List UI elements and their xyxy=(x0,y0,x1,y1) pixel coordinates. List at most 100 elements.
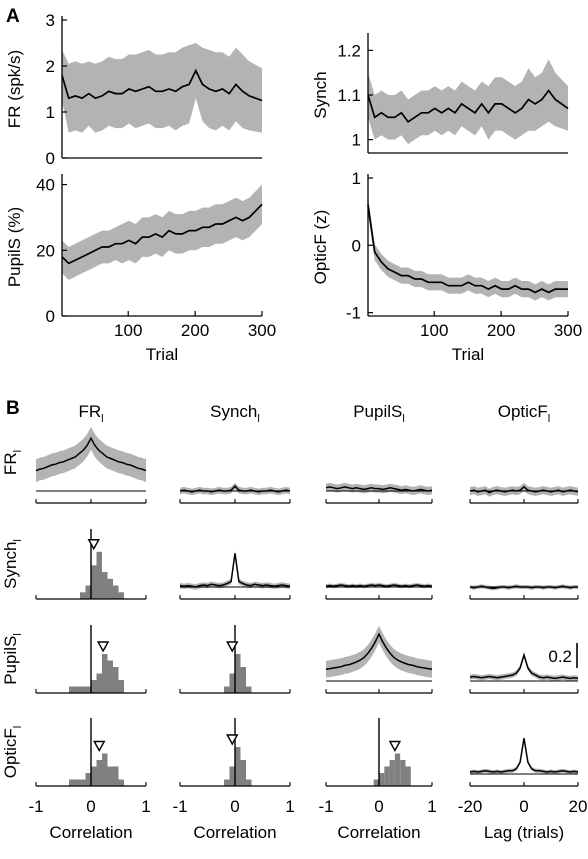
histogram-bar xyxy=(85,585,91,599)
x-tick-label: 0 xyxy=(86,797,95,816)
histogram-cell xyxy=(35,718,147,787)
x-axis-label: Trial xyxy=(146,345,178,364)
histogram-bar xyxy=(107,578,113,600)
column-header-subscript: l xyxy=(548,413,550,425)
error-band xyxy=(326,625,432,678)
crosscorr-cell xyxy=(469,736,579,787)
column-header-text: FR xyxy=(78,402,101,421)
row-header-subscript: l xyxy=(12,450,24,452)
x-tick-label: 300 xyxy=(248,321,276,340)
x-tick-label: 100 xyxy=(114,321,142,340)
histogram-bar xyxy=(224,779,230,786)
x-axis-label: Correlation xyxy=(193,823,276,842)
crosscorr-cell xyxy=(469,652,579,694)
histogram-cell xyxy=(179,625,291,694)
histogram-bar xyxy=(113,766,119,786)
mean-marker xyxy=(226,734,239,746)
column-header-pupils: PupilSl xyxy=(353,402,405,425)
mean-line xyxy=(179,553,291,588)
histogram-bar xyxy=(229,673,235,693)
y-tick-label: 0 xyxy=(352,236,361,255)
histogram-bar xyxy=(96,760,102,786)
histogram-bar xyxy=(69,686,75,693)
error-band xyxy=(470,736,578,774)
column-header-opticf: OpticFl xyxy=(498,402,551,425)
histogram-bar xyxy=(246,779,252,786)
histogram-bar xyxy=(80,592,86,600)
x-tick-label: 1 xyxy=(141,797,150,816)
histogram-bar xyxy=(102,654,108,693)
y-tick-label: 20 xyxy=(36,241,55,260)
mean-marker xyxy=(93,740,106,752)
x-tick-label: 300 xyxy=(554,321,582,340)
mean-line xyxy=(325,632,433,671)
histogram-bar xyxy=(74,686,80,693)
histogram-bar xyxy=(96,673,102,693)
histogram-bar xyxy=(235,654,241,693)
y-tick-label: 0 xyxy=(46,149,55,168)
histogram-bar xyxy=(373,779,379,786)
row-header-text: OpticF xyxy=(1,728,20,778)
histogram-bar xyxy=(102,753,108,786)
x-tick-label: -1 xyxy=(172,797,187,816)
error-band-synch xyxy=(368,59,568,145)
crosscorr-cell xyxy=(179,482,291,504)
panel-a: 0 1 2 3 FR (spk/s) 1 1.1 1.2 Synch 0 20 40 100 200 300… xyxy=(5,11,582,364)
histogram-bar xyxy=(74,779,80,786)
row-header-fr: FRl xyxy=(1,450,24,475)
histogram-bar xyxy=(91,766,97,786)
x-tick-label: 200 xyxy=(487,321,515,340)
y-tick-label: 0 xyxy=(46,307,55,326)
histogram-cell xyxy=(35,625,147,694)
x-tick-label: 0 xyxy=(374,797,383,816)
row-header-pupils: PupilSl xyxy=(1,633,24,685)
histogram-bar xyxy=(85,686,91,693)
crosscorr-cell xyxy=(35,426,147,504)
column-header-subscript: l xyxy=(402,413,404,425)
histogram-bar xyxy=(379,773,385,786)
histogram-bar xyxy=(405,766,411,786)
mean-line xyxy=(469,585,578,590)
chart-fr: 0 1 2 3 FR (spk/s) xyxy=(5,11,263,168)
column-header-text: PupilS xyxy=(353,402,402,421)
row-header-text: FR xyxy=(1,452,20,475)
x-tick-label: 0 xyxy=(519,797,528,816)
y-axis-label: FR (spk/s) xyxy=(5,50,24,128)
x-tick-label: 200 xyxy=(181,321,209,340)
x-tick-label: 20 xyxy=(569,797,588,816)
histogram-bar xyxy=(118,592,124,600)
mean-marker xyxy=(96,641,110,653)
error-band-fr xyxy=(62,43,262,133)
histogram-bar xyxy=(389,760,395,786)
mean-marker xyxy=(87,539,100,551)
error-band-opticf xyxy=(368,196,568,301)
mean-line-opticf xyxy=(367,204,568,294)
crosscorr-cell xyxy=(179,550,291,600)
histogram-bar xyxy=(240,667,246,693)
x-tick-label: 1 xyxy=(285,797,294,816)
mean-line xyxy=(325,486,433,492)
histogram-bar xyxy=(394,753,401,786)
x-tick-label: -20 xyxy=(458,797,483,816)
x-tick-label: -1 xyxy=(318,797,333,816)
panel-label-a: A xyxy=(6,6,20,27)
y-tick-label: 1 xyxy=(352,131,361,150)
y-axis-label: PupilS (%) xyxy=(5,207,24,287)
column-header-synch: Synchl xyxy=(210,402,260,425)
row-header-synch: Synchl xyxy=(1,539,24,589)
histogram-bar xyxy=(240,760,246,786)
crosscorr-cell xyxy=(325,482,433,504)
row-header-opticf: OpticFl xyxy=(1,726,24,779)
mean-line-pupils xyxy=(61,203,263,265)
histogram-bar xyxy=(118,680,124,693)
y-tick-label: 2 xyxy=(46,57,55,76)
x-axis-label: Correlation xyxy=(337,823,420,842)
mean-line-fr xyxy=(61,68,263,102)
mean-line-synch xyxy=(367,89,569,123)
histogram-bar xyxy=(69,779,75,786)
chart-pupils: 0 20 40 100 200 300 Trial PupilS (%) xyxy=(5,174,276,364)
histogram-bar xyxy=(107,660,113,693)
scale-bar-label: 0.2 xyxy=(548,647,572,666)
row-header-subscript: l xyxy=(12,633,24,635)
